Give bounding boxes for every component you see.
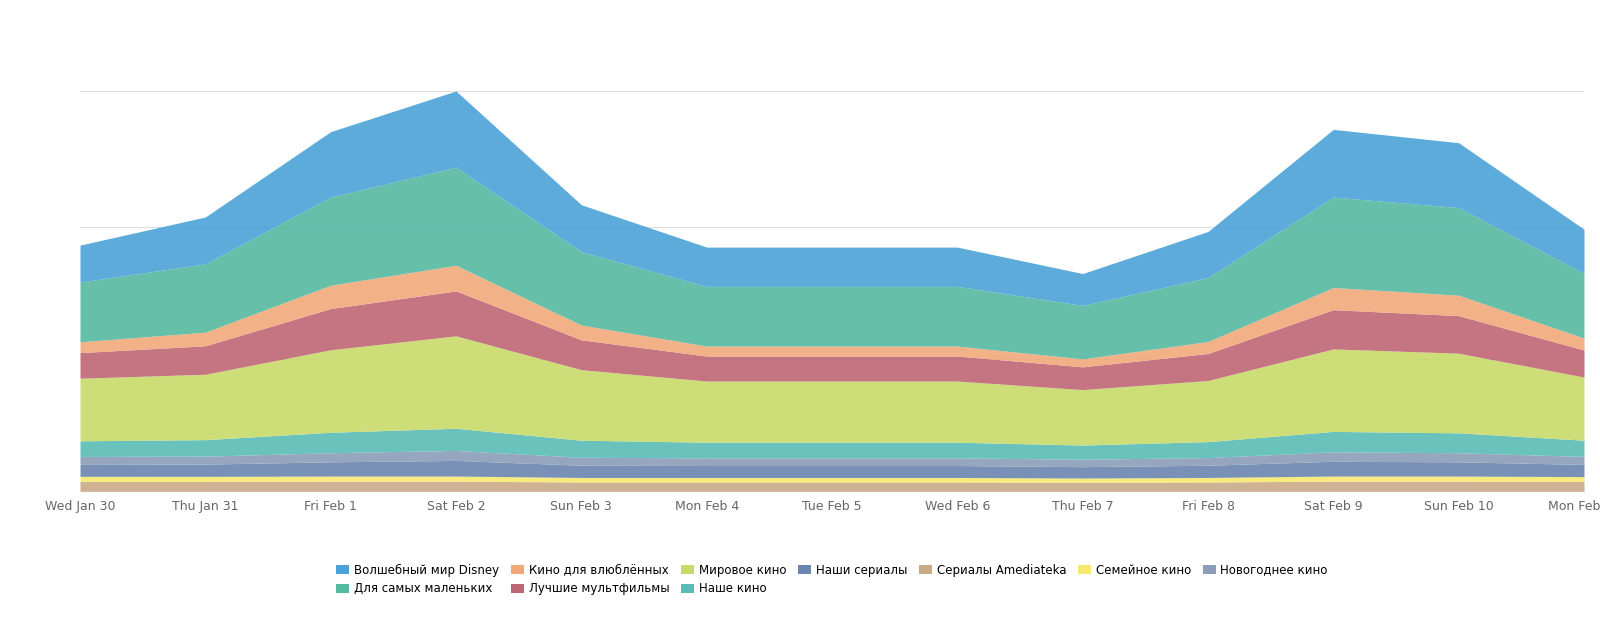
Legend: Волшебный мир Disney, Для самых маленьких, Кино для влюблённых, Лучшие мультфиль: Волшебный мир Disney, Для самых маленьки… — [331, 559, 1333, 600]
